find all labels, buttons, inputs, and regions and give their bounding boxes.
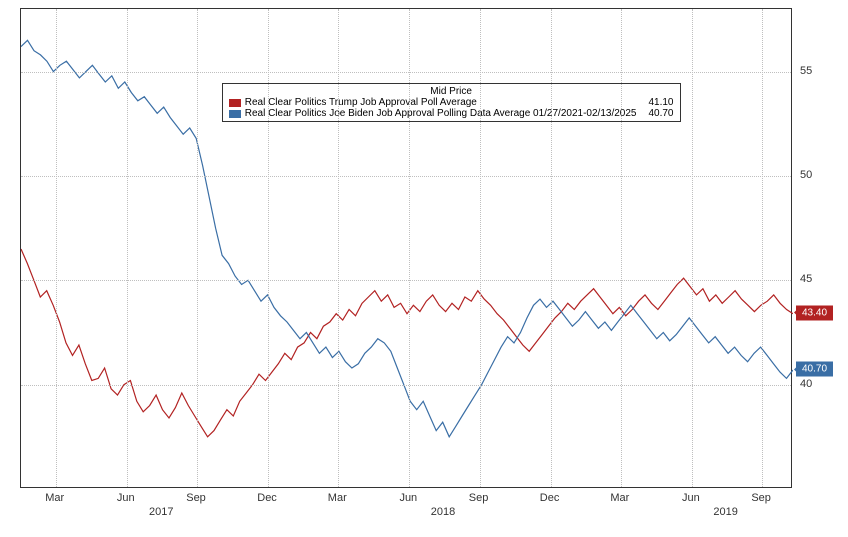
gridline-v bbox=[338, 9, 339, 487]
gridline-v bbox=[127, 9, 128, 487]
gridline-h bbox=[21, 176, 791, 177]
gridline-v bbox=[621, 9, 622, 487]
legend-title: Mid Price bbox=[229, 86, 674, 97]
year-label: 2017 bbox=[149, 506, 173, 518]
x-tick-label: Jun bbox=[399, 492, 417, 504]
chart-lines bbox=[21, 9, 793, 489]
approval-chart: Mid Price Real Clear Politics Trump Job … bbox=[0, 0, 848, 537]
gridline-v bbox=[480, 9, 481, 487]
gridline-h bbox=[21, 280, 791, 281]
y-tick-label: 45 bbox=[800, 273, 812, 285]
x-tick-label: Dec bbox=[540, 492, 560, 504]
legend-value: 41.10 bbox=[648, 97, 673, 108]
gridline-h bbox=[21, 385, 791, 386]
legend-row: Real Clear Politics Joe Biden Job Approv… bbox=[229, 108, 674, 119]
x-tick-label: Sep bbox=[469, 492, 489, 504]
gridline-v bbox=[551, 9, 552, 487]
gridline-v bbox=[268, 9, 269, 487]
year-label: 2019 bbox=[713, 506, 737, 518]
series-trump bbox=[21, 249, 793, 437]
legend-row: Real Clear Politics Trump Job Approval P… bbox=[229, 97, 674, 108]
x-tick-label: Jun bbox=[117, 492, 135, 504]
legend-value: 40.70 bbox=[648, 108, 673, 119]
gridline-v bbox=[692, 9, 693, 487]
x-tick-label: Jun bbox=[682, 492, 700, 504]
x-tick-label: Mar bbox=[45, 492, 64, 504]
legend-swatch bbox=[229, 99, 241, 107]
legend-swatch bbox=[229, 110, 241, 118]
gridline-v bbox=[762, 9, 763, 487]
x-tick-label: Sep bbox=[751, 492, 771, 504]
legend-text: Real Clear Politics Joe Biden Job Approv… bbox=[245, 108, 637, 119]
gridline-h bbox=[21, 72, 791, 73]
gridline-v bbox=[409, 9, 410, 487]
year-label: 2018 bbox=[431, 506, 455, 518]
legend: Mid Price Real Clear Politics Trump Job … bbox=[222, 83, 681, 122]
end-label: 40.70 bbox=[796, 362, 833, 377]
end-label: 43.40 bbox=[796, 305, 833, 320]
gridline-v bbox=[56, 9, 57, 487]
x-tick-label: Dec bbox=[257, 492, 277, 504]
legend-text: Real Clear Politics Trump Job Approval P… bbox=[245, 97, 637, 108]
y-tick-label: 55 bbox=[800, 65, 812, 77]
plot-area: Mid Price Real Clear Politics Trump Job … bbox=[20, 8, 792, 488]
y-tick-label: 40 bbox=[800, 378, 812, 390]
x-tick-label: Sep bbox=[186, 492, 206, 504]
x-tick-label: Mar bbox=[610, 492, 629, 504]
gridline-v bbox=[197, 9, 198, 487]
y-tick-label: 50 bbox=[800, 169, 812, 181]
x-tick-label: Mar bbox=[328, 492, 347, 504]
